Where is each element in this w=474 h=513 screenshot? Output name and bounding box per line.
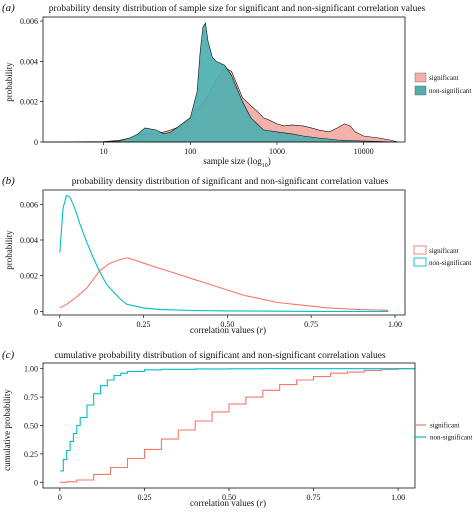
legend-a-significant-label: significant bbox=[429, 74, 459, 82]
panel-b-series-non-significant bbox=[59, 194, 389, 312]
panel-a-y-tick-label: 0.002 bbox=[20, 98, 38, 107]
panel-c-xlabel: correlation values (r) bbox=[190, 498, 266, 508]
panel-b-xlabel: correlation values (r) bbox=[190, 325, 266, 335]
panel-c-x-tick-label: 0.50 bbox=[222, 493, 236, 502]
panel-b-series-significant bbox=[59, 257, 389, 311]
panel-c: (c) cumulative probability distribution … bbox=[2, 349, 472, 508]
panel-a-legend: significant non-significant bbox=[414, 72, 471, 96]
panel-c-plot: 0 0.25 0.50 0.75 1.00 0 0.25 0.50 0.75 1.00 bbox=[24, 362, 416, 502]
panel-a-xlabel: sample size (log10) bbox=[203, 156, 270, 169]
panel-b-xlabel-end: ) bbox=[263, 325, 266, 335]
panel-c-xlabel-var: r bbox=[259, 498, 263, 508]
legend-b-significant-label: significant bbox=[429, 247, 459, 255]
panel-a-y-tick-label: 0.004 bbox=[20, 57, 38, 66]
panel-b-xlabel-var: r bbox=[259, 325, 263, 335]
panel-b-frame bbox=[42, 189, 406, 316]
legend-b-non-significant-swatch bbox=[413, 257, 427, 267]
panel-c-xlabel-main: correlation values ( bbox=[190, 498, 259, 508]
panel-a-x-tick-label: 10000 bbox=[354, 147, 374, 156]
panel-b-legend: significant non-significant bbox=[413, 245, 471, 267]
legend-a-non-significant-label: non-significant bbox=[429, 87, 471, 95]
panel-b-x-tick-label: 0.75 bbox=[304, 320, 318, 329]
panel-b-xlabel-main: correlation values ( bbox=[190, 325, 259, 335]
panel-a-frame bbox=[42, 16, 406, 143]
panel-c-legend: significant non-significant bbox=[414, 422, 472, 442]
legend-b-significant-swatch bbox=[413, 245, 427, 255]
panel-c-y-tick-label: 0.50 bbox=[24, 422, 38, 431]
panel-b-label: (b) bbox=[2, 175, 15, 187]
panel-c-label: (c) bbox=[2, 349, 15, 361]
panel-b-y-tick-label: 0.004 bbox=[20, 236, 38, 245]
panel-a-ylabel: probability bbox=[4, 62, 14, 102]
panel-b-y-tick-label: 0.006 bbox=[20, 200, 38, 209]
panel-c-y-tick-label: 0 bbox=[34, 478, 38, 487]
panel-c-series-significant bbox=[59, 368, 415, 483]
panel-a-plot: 10 100 1000 10000 0 0.002 0.004 0.006 bbox=[20, 16, 406, 156]
panel-a-y-tick-label: 0 bbox=[34, 138, 38, 147]
legend-c-non-significant-label: non-significant bbox=[430, 434, 472, 442]
panel-a-xlabel-main: sample size (log bbox=[203, 156, 262, 166]
legend-c-significant-label: significant bbox=[430, 422, 460, 430]
panel-a-xlabel-end: ) bbox=[268, 156, 271, 166]
panel-c-x-tick-label: 0.75 bbox=[307, 493, 321, 502]
panel-a-label: (a) bbox=[2, 2, 15, 14]
panel-c-y-tick-label: 0.75 bbox=[24, 393, 38, 402]
panel-b-x-tick-label: 0 bbox=[58, 320, 62, 329]
panel-b-y-tick-label: 0 bbox=[34, 307, 38, 316]
panel-a-xlabel-sub: 10 bbox=[262, 163, 268, 169]
panel-c-x-tick-label: 0 bbox=[58, 493, 62, 502]
legend-a-non-significant-swatch bbox=[414, 85, 427, 96]
panel-c-ylabel: cumulative probability bbox=[2, 389, 12, 471]
panel-b-title: probability density distribution of sign… bbox=[72, 176, 389, 187]
panel-b-ylabel: probability bbox=[4, 230, 14, 270]
panel-b-y-tick-label: 0.002 bbox=[20, 272, 38, 281]
panel-b-plot: 0 0.25 0.50 0.75 1.00 0 0.002 0.004 0.006 bbox=[20, 189, 406, 329]
panel-b-x-tick-label: 0.50 bbox=[220, 320, 234, 329]
panel-c-y-tick-label: 0.25 bbox=[24, 450, 38, 459]
panel-a-y-tick-label: 0.006 bbox=[20, 17, 38, 26]
panel-a-x-tick-label: 10 bbox=[100, 147, 108, 156]
panel-b: (b) probability density distribution of … bbox=[2, 175, 471, 335]
panel-a-x-tick-label: 100 bbox=[184, 147, 196, 156]
panel-c-x-tick-label: 1.00 bbox=[391, 493, 405, 502]
panel-c-series-non-significant bbox=[59, 368, 415, 472]
panel-a: (a) probability density distribution of … bbox=[2, 2, 471, 169]
panel-c-x-tick-label: 0.25 bbox=[137, 493, 151, 502]
panel-a-series-non-significant bbox=[42, 22, 399, 143]
panel-c-y-tick-label: 1.00 bbox=[24, 365, 38, 374]
legend-b-non-significant-label: non-significant bbox=[429, 259, 471, 267]
panel-c-xlabel-end: ) bbox=[263, 498, 266, 508]
panel-b-x-tick-label: 0.25 bbox=[137, 320, 151, 329]
panel-b-x-tick-label: 1.00 bbox=[388, 320, 402, 329]
panel-a-title: probability density distribution of samp… bbox=[49, 3, 426, 14]
panel-c-title: cumulative probability distribution of s… bbox=[54, 350, 386, 361]
legend-a-significant-swatch bbox=[414, 72, 427, 83]
panel-a-x-tick-label: 1000 bbox=[269, 147, 285, 156]
